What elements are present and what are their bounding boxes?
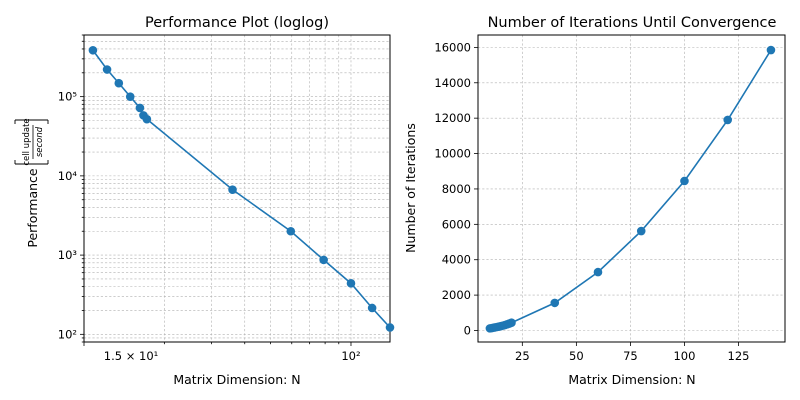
performance-data-point [286,226,296,236]
performance-y-tick-label: 10² [58,327,77,341]
iterations-x-tick-label: 25 [515,349,530,363]
iterations-plot-ticks: 25 50 75 100 125 0 2000 4000 6000 8000 10000 12000 1… [434,40,749,363]
performance-data-point [367,303,377,313]
performance-plot-panel: 1.5 × 10¹ 10² 10² 10³ 10⁴ 10⁵ Performance Plo… [14,15,395,387]
iterations-x-tick-label: 50 [569,349,584,363]
performance-plot-title: Performance Plot (loglog) [145,15,329,31]
iterations-series [485,45,776,333]
iterations-data-point [766,45,776,55]
iterations-y-tick-label: 12000 [434,111,471,125]
iterations-data-point [636,226,646,236]
performance-data-point [346,279,356,288]
performance-plot-y-label: Performance cell update second [14,118,49,248]
performance-data-point [385,323,395,332]
iterations-y-tick-label: 16000 [434,40,471,54]
iterations-plot-panel: 25 50 75 100 125 0 2000 4000 6000 8000 10000 12000 1… [403,15,786,387]
performance-y-label-text: Performance [25,168,40,248]
performance-plot-grid [83,34,390,343]
iterations-y-tick-label: 14000 [434,76,471,90]
iterations-plot-frame [477,34,786,343]
performance-y-tick-label: 10³ [58,248,78,262]
iterations-y-tick-label: 10000 [434,147,471,161]
performance-data-point [102,65,112,74]
iterations-y-tick-label: 2000 [442,288,471,302]
iterations-plot-title: Number of Iterations Until Convergence [488,15,777,31]
performance-series [88,45,395,332]
performance-data-point [125,92,135,101]
performance-plot-x-label: Matrix Dimension: N [173,372,300,387]
iterations-data-point [507,318,516,328]
performance-x-tick-label: 10² [341,349,360,363]
performance-data-point [142,114,152,124]
iterations-y-tick-label: 0 [464,323,471,337]
iterations-plot-grid [478,35,785,342]
iterations-y-tick-label: 8000 [442,182,471,196]
iterations-y-tick-label: 6000 [442,217,471,231]
performance-line [92,49,391,329]
iterations-plot-y-label: Number of Iterations [403,123,418,253]
performance-x-tick-label: 1.5 × 10¹ [104,349,158,363]
performance-data-point [228,185,237,194]
performance-y-tick-label: 10⁴ [58,169,78,183]
performance-plot-frame [83,34,391,343]
performance-data-point [135,103,145,113]
iterations-x-tick-label: 125 [728,349,750,363]
iterations-y-tick-label: 4000 [442,253,471,267]
iterations-x-tick-label: 75 [623,349,638,363]
iterations-data-point [680,176,689,186]
iterations-x-tick-label: 100 [673,349,695,363]
performance-data-point [114,78,124,88]
iterations-data-point [550,298,560,308]
performance-plot-ticks: 1.5 × 10¹ 10² 10² 10³ 10⁴ 10⁵ [58,34,361,363]
iterations-data-point [723,115,733,125]
performance-y-label-denominator: second [35,126,45,157]
iterations-data-point [593,267,603,277]
iterations-plot-x-label: Matrix Dimension: N [568,372,695,387]
performance-data-point [88,45,98,55]
performance-data-point [319,255,328,265]
performance-y-tick-label: 10⁵ [58,90,78,104]
performance-y-label-numerator: cell update [22,118,32,165]
